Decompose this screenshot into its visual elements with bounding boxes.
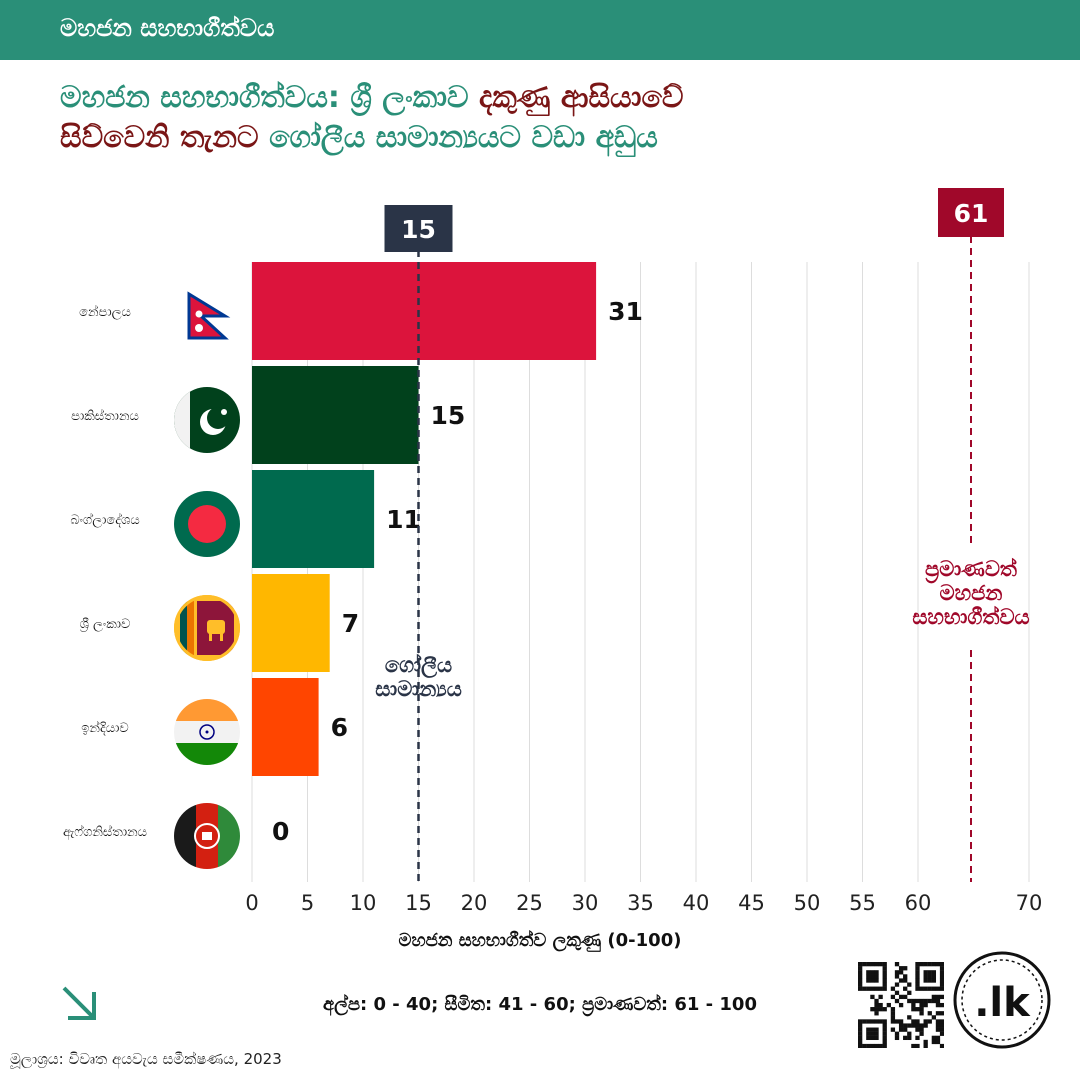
site-logo[interactable]: .lk bbox=[952, 950, 1052, 1050]
global-average-label: සාමාන්‍යය bbox=[375, 677, 462, 701]
x-tick-label: 0 bbox=[245, 891, 258, 915]
title-part-1: මහජන සහභාගීත්වය: ශ්‍රී ලංකාව bbox=[60, 80, 479, 115]
bar bbox=[252, 366, 419, 464]
title-part-4: ගෝලීය සාමාන්‍යයට වඩා අඩුය bbox=[269, 120, 658, 155]
x-tick-label: 55 bbox=[849, 891, 876, 915]
x-axis-label: මහජන සහභාගීත්ව ලකුණු (0-100) bbox=[398, 930, 682, 951]
title-part-2: දකුණු ආසියාවේ bbox=[479, 80, 684, 115]
x-tick-label: 25 bbox=[516, 891, 543, 915]
flags bbox=[174, 291, 240, 869]
adequate-threshold-badge-text: 61 bbox=[954, 199, 989, 228]
arrow-down-right-icon bbox=[62, 986, 96, 1020]
bar-value-label: 15 bbox=[431, 401, 466, 430]
global-average-badge-text: 15 bbox=[401, 215, 436, 244]
flag-afghanistan-icon bbox=[174, 803, 240, 869]
bar-value-label: 6 bbox=[331, 713, 348, 742]
category-label: නේපාලය bbox=[79, 304, 131, 320]
adequate-threshold-label: මහජන bbox=[940, 581, 1003, 605]
logo-text: .lk bbox=[974, 980, 1031, 1026]
category-label: ශ්‍රී ලංකාව bbox=[80, 617, 131, 632]
bar bbox=[252, 574, 330, 672]
x-tick-label: 60 bbox=[905, 891, 932, 915]
title-part-3: සිව්වෙනි තැනට bbox=[60, 120, 270, 155]
adequate-threshold-badge bbox=[938, 188, 1004, 237]
category-label: ඇෆ්ගනිස්තානය bbox=[63, 824, 147, 840]
qr-code-icon[interactable] bbox=[858, 962, 944, 1048]
bar bbox=[252, 678, 319, 776]
page-title: මහජන සහභාගීත්වය: ශ්‍රී ලංකාව දකුණු ආසියා… bbox=[60, 78, 1040, 158]
flag-nepal-icon bbox=[187, 291, 231, 340]
bars: 31 15 11 7 6 0 bbox=[252, 262, 643, 846]
x-tick-label: 20 bbox=[461, 891, 488, 915]
flag-sri-lanka-icon bbox=[174, 595, 240, 661]
legend-text: අල්ප: 0 - 40; සීමිත: 41 - 60; ප්‍රමාණවත්… bbox=[323, 994, 757, 1015]
category-label: ඉන්දියාව bbox=[81, 720, 128, 736]
x-tick-label: 15 bbox=[405, 891, 432, 915]
x-axis-ticks: 0 5 10 15 20 25 30 35 40 45 50 55 60 70 bbox=[245, 891, 1042, 915]
x-tick-label: 70 bbox=[1016, 891, 1043, 915]
x-tick-label: 30 bbox=[572, 891, 599, 915]
category-label: පාකිස්තානය bbox=[71, 408, 139, 424]
bar-value-label: 11 bbox=[386, 505, 421, 534]
global-average-badge bbox=[384, 205, 453, 252]
bar-value-label: 7 bbox=[342, 609, 359, 638]
source-text: මූලාශ්‍රය: විවෘත අයවැය සමීක්ෂණය, 2023 bbox=[10, 1050, 282, 1068]
x-tick-label: 10 bbox=[350, 891, 377, 915]
category-label: බංග්ලාදේශය bbox=[70, 512, 139, 528]
x-tick-label: 5 bbox=[301, 891, 314, 915]
x-tick-label: 35 bbox=[627, 891, 654, 915]
header-title: මහජන සහභාගීත්වය bbox=[60, 14, 275, 42]
reference-lines: 15 ගෝලීයසාමාන්‍යය 61 ප්‍රමාණවත්මහජනසහභාගීත්… bbox=[375, 188, 1030, 882]
flag-pakistan-icon bbox=[174, 387, 240, 453]
bar bbox=[252, 262, 597, 360]
flag-bangladesh-icon bbox=[174, 491, 240, 557]
x-tick-label: 50 bbox=[794, 891, 821, 915]
adequate-threshold-label: ප්‍රමාණවත් bbox=[925, 557, 1017, 584]
x-tick-label: 40 bbox=[683, 891, 710, 915]
header-bar: මහජන සහභාගීත්වය bbox=[0, 0, 1080, 60]
flag-india-icon bbox=[174, 699, 240, 765]
bar-value-label: 0 bbox=[272, 817, 289, 846]
bar-value-label: 31 bbox=[608, 297, 643, 326]
x-tick-label: 45 bbox=[738, 891, 765, 915]
bar bbox=[252, 470, 375, 568]
adequate-threshold-label: සහභාගීත්වය bbox=[912, 605, 1029, 629]
global-average-label: ගෝලීය bbox=[385, 653, 452, 679]
category-labels: නේපාලය පාකිස්තානය බංග්ලාදේශය ශ්‍රී ලංකාව ඉන්… bbox=[63, 304, 147, 840]
